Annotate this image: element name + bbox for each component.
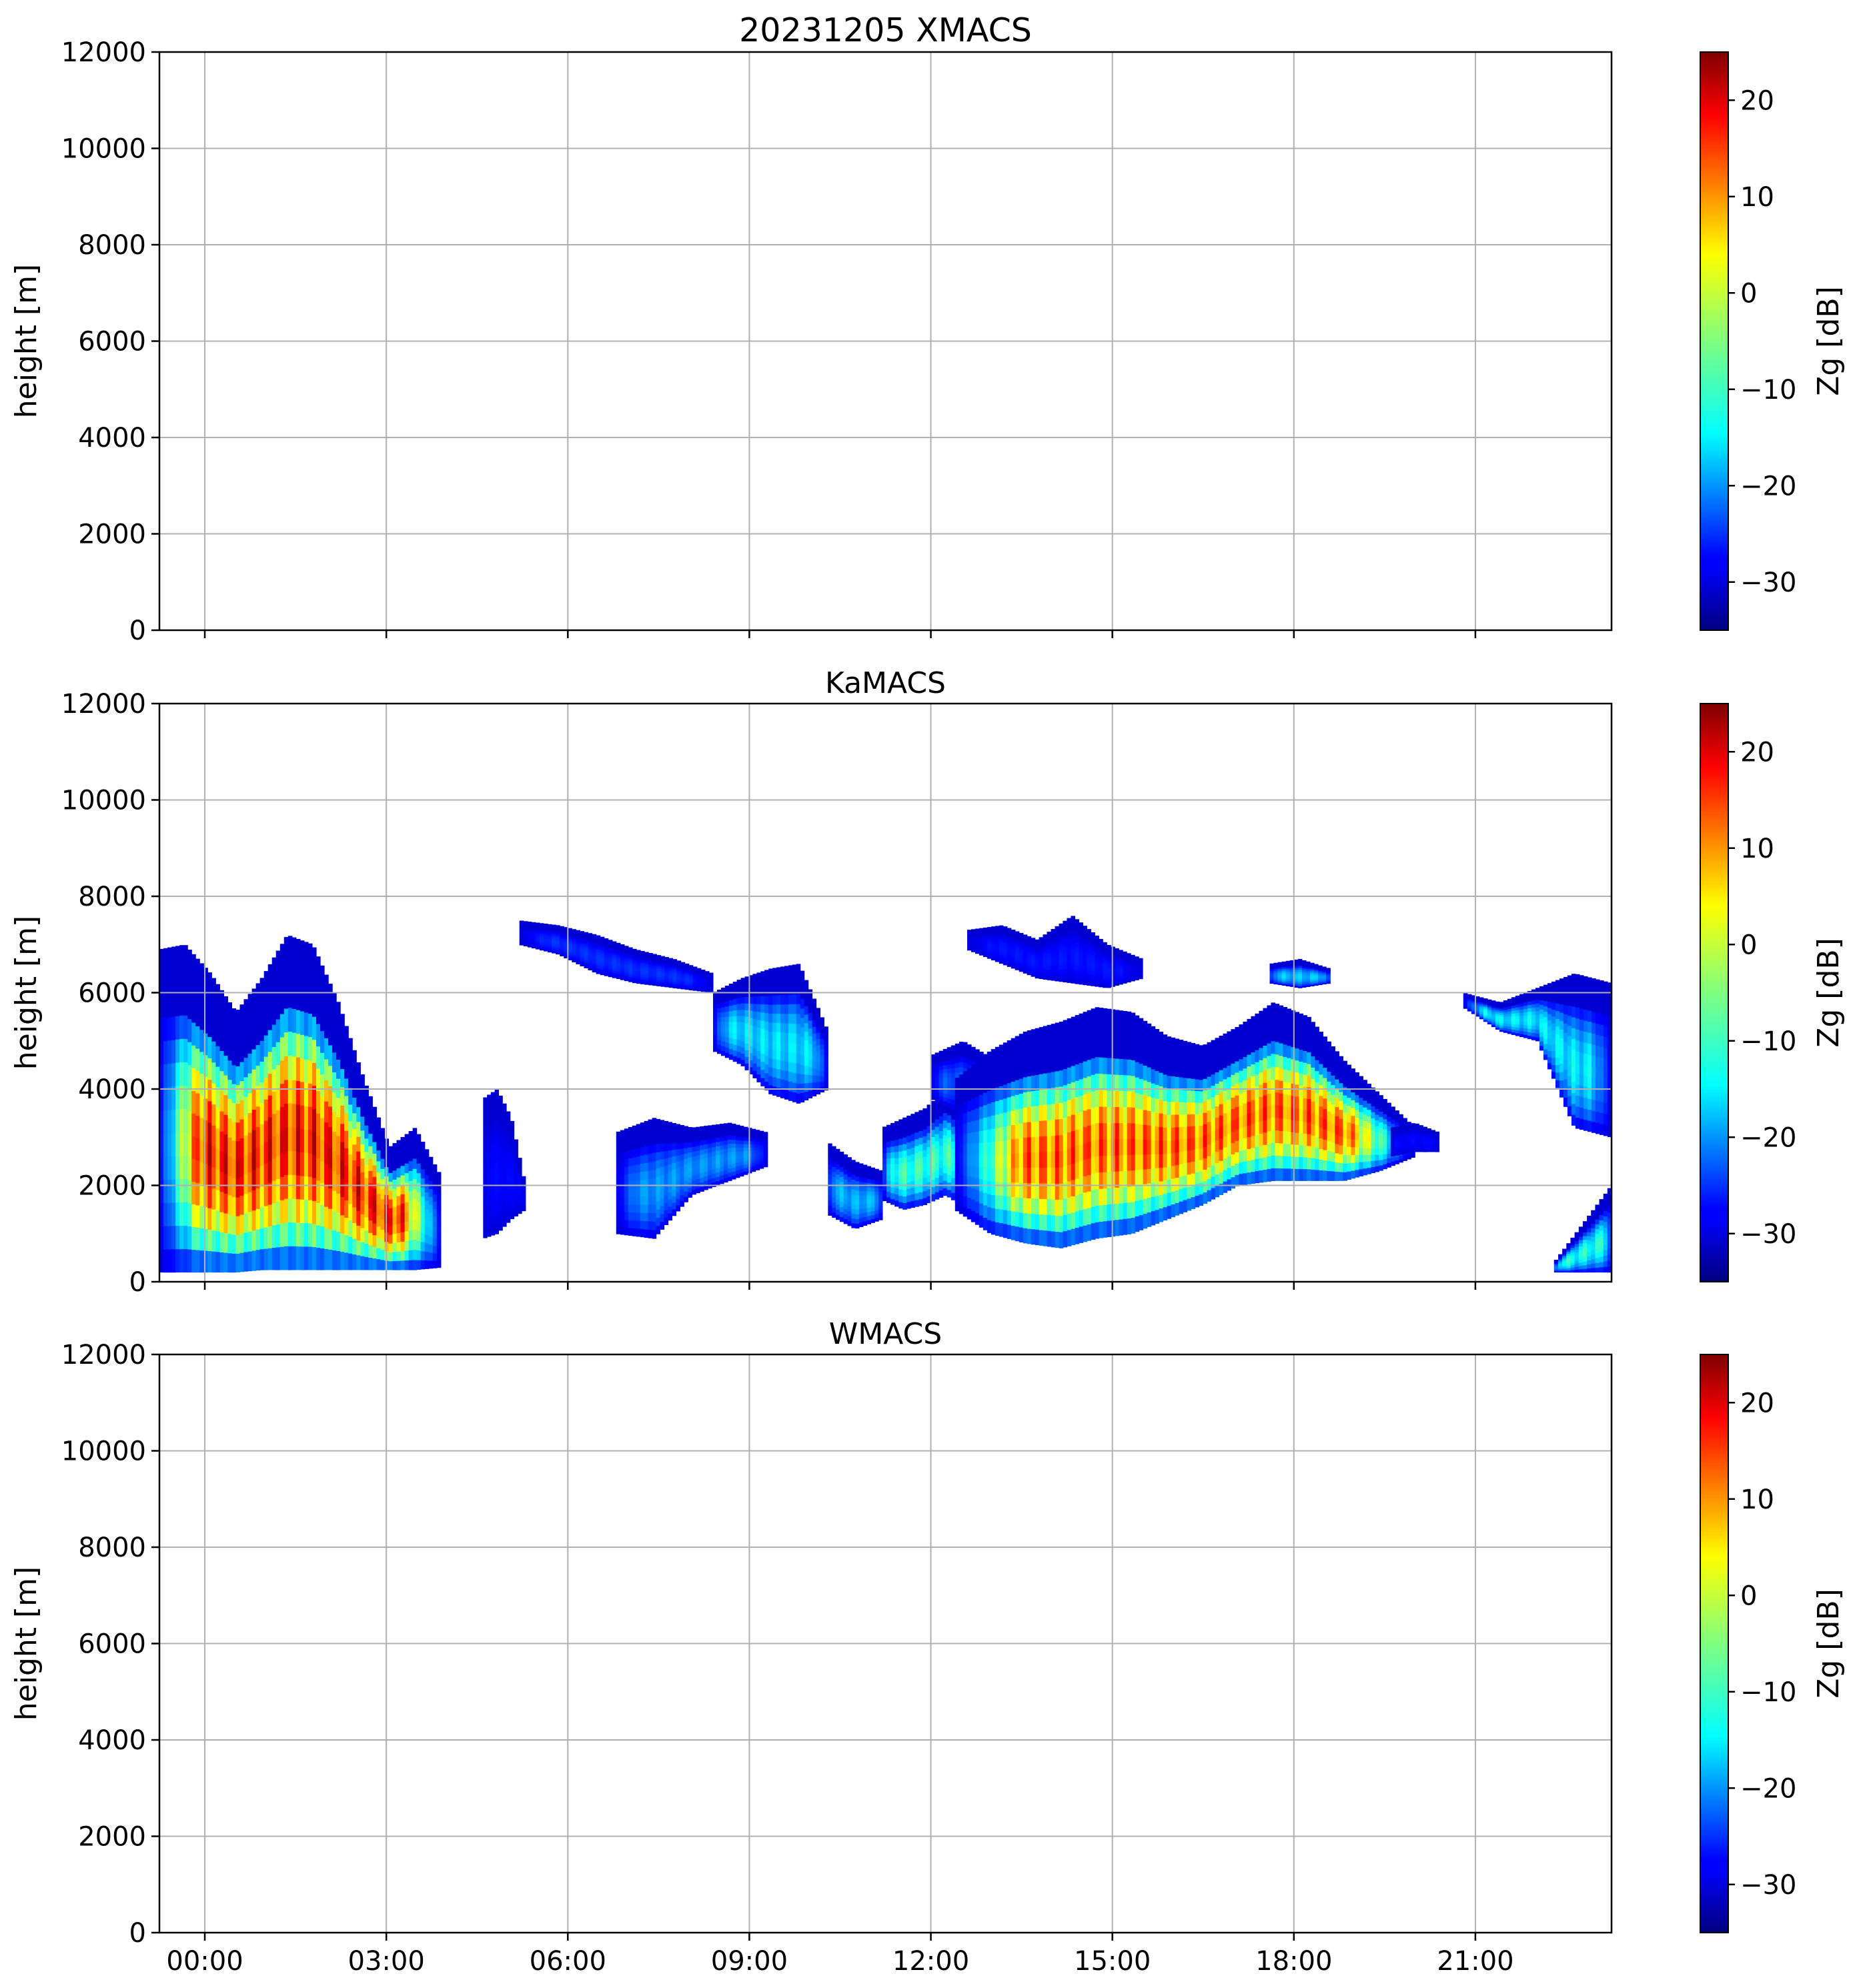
colorbar-tick-label: −10 [1740, 1677, 1796, 1708]
y-tick-label: 8000 [78, 230, 146, 261]
y-tick-label: 10000 [61, 134, 146, 165]
colorbar-tick-label: 0 [1740, 1581, 1757, 1611]
reflectivity-echoes [159, 916, 1612, 1273]
colorbar-tick-label: 10 [1740, 182, 1774, 213]
panel-title: KaMACS [825, 666, 946, 700]
y-tick-label: 0 [129, 1267, 146, 1298]
echo-5 [828, 1143, 883, 1229]
colorbar-tick-label: −20 [1740, 471, 1796, 502]
colorbar: −30 −20 −10 0 10 20 Zg [dB] [1700, 1354, 1846, 1933]
y-tick-label: 4000 [78, 423, 146, 453]
y-tick-label: 12000 [61, 37, 146, 68]
colorbar-tick-label: −30 [1740, 1870, 1796, 1901]
y-axis-label: height [m] [9, 1567, 43, 1721]
grid [159, 51, 1612, 631]
echo-0 [159, 936, 442, 1273]
y-tick-label: 0 [129, 1918, 146, 1949]
y-tick-label: 6000 [78, 1629, 146, 1660]
echo-4 [713, 964, 828, 1104]
echo-3 [616, 1118, 768, 1239]
colorbar-tick-label: −20 [1740, 1122, 1796, 1153]
colorbar-tick-label: 0 [1740, 930, 1757, 960]
x-tick-label: 09:00 [711, 1946, 788, 1977]
colorbar-tick-label: −30 [1740, 1219, 1796, 1250]
y-tick-label: 8000 [78, 1533, 146, 1563]
colorbar-tick-label: −10 [1740, 1026, 1796, 1057]
colorbar-label: Zg [dB] [1812, 938, 1846, 1048]
echo-10 [1390, 1123, 1439, 1157]
colorbar-tick-label: −20 [1740, 1773, 1796, 1804]
colorbar-tick-label: 0 [1740, 278, 1757, 309]
colorbar-tick-label: 10 [1740, 834, 1774, 864]
colorbar-tick-label: 20 [1740, 1388, 1774, 1418]
echo-12 [1463, 974, 1612, 1138]
grid [159, 1354, 1612, 1933]
y-tick-label: 0 [129, 616, 146, 646]
echo-8 [967, 916, 1143, 988]
x-tick-label: 06:00 [530, 1946, 606, 1977]
echo-2 [519, 920, 714, 993]
colorbar-tick-label: 10 [1740, 1484, 1774, 1515]
y-axis-label: height [m] [9, 916, 43, 1070]
y-tick-label: 6000 [78, 978, 146, 1009]
colorbar-tick-label: −30 [1740, 568, 1796, 598]
y-tick-label: 4000 [78, 1074, 146, 1105]
panel-wmacs: WMACS 0 2000 4000 6000 8000 10000 12000 00:00 03:… [9, 1317, 1846, 1977]
echo-1 [483, 1089, 526, 1238]
y-tick-label: 2000 [78, 1822, 146, 1853]
echo-9 [955, 1002, 1415, 1248]
colorbar: −30 −20 −10 0 10 20 Zg [dB] [1700, 703, 1846, 1282]
x-tick-label: 15:00 [1074, 1946, 1151, 1977]
y-tick-label: 6000 [78, 327, 146, 357]
x-tick-label: 21:00 [1437, 1946, 1513, 1977]
y-tick-label: 12000 [61, 1340, 146, 1370]
y-tick-label: 2000 [78, 520, 146, 550]
y-tick-label: 8000 [78, 882, 146, 912]
x-tick-label: 00:00 [166, 1946, 243, 1977]
panel-kamacs: KaMACS 0 2000 4000 6000 8000 10000 12000 height … [9, 666, 1846, 1298]
panel-title: 20231205 XMACS [739, 11, 1032, 49]
y-tick-label: 10000 [61, 786, 146, 816]
y-tick-label: 12000 [61, 689, 146, 720]
y-tick-label: 4000 [78, 1725, 146, 1756]
x-tick-label: 18:00 [1255, 1946, 1332, 1977]
colorbar-label: Zg [dB] [1812, 1589, 1846, 1699]
echo-13 [1554, 1188, 1612, 1273]
x-tick-label: 12:00 [892, 1946, 969, 1977]
x-tick-label: 03:00 [348, 1946, 425, 1977]
colorbar-tick-label: 20 [1740, 737, 1774, 768]
echo-11 [1269, 958, 1331, 988]
colorbar-label: Zg [dB] [1812, 286, 1846, 396]
y-tick-label: 2000 [78, 1171, 146, 1202]
colorbar-tick-label: 20 [1740, 85, 1774, 116]
panel-title: WMACS [829, 1317, 942, 1351]
y-tick-label: 10000 [61, 1436, 146, 1467]
colorbar: −30 −20 −10 0 10 20 Zg [dB] [1700, 51, 1846, 631]
y-axis-label: height [m] [9, 264, 43, 418]
panel-20231205-xmacs: 20231205 XMACS 0 2000 4000 6000 8000 10000 1200… [9, 11, 1846, 646]
colorbar-tick-label: −10 [1740, 375, 1796, 405]
